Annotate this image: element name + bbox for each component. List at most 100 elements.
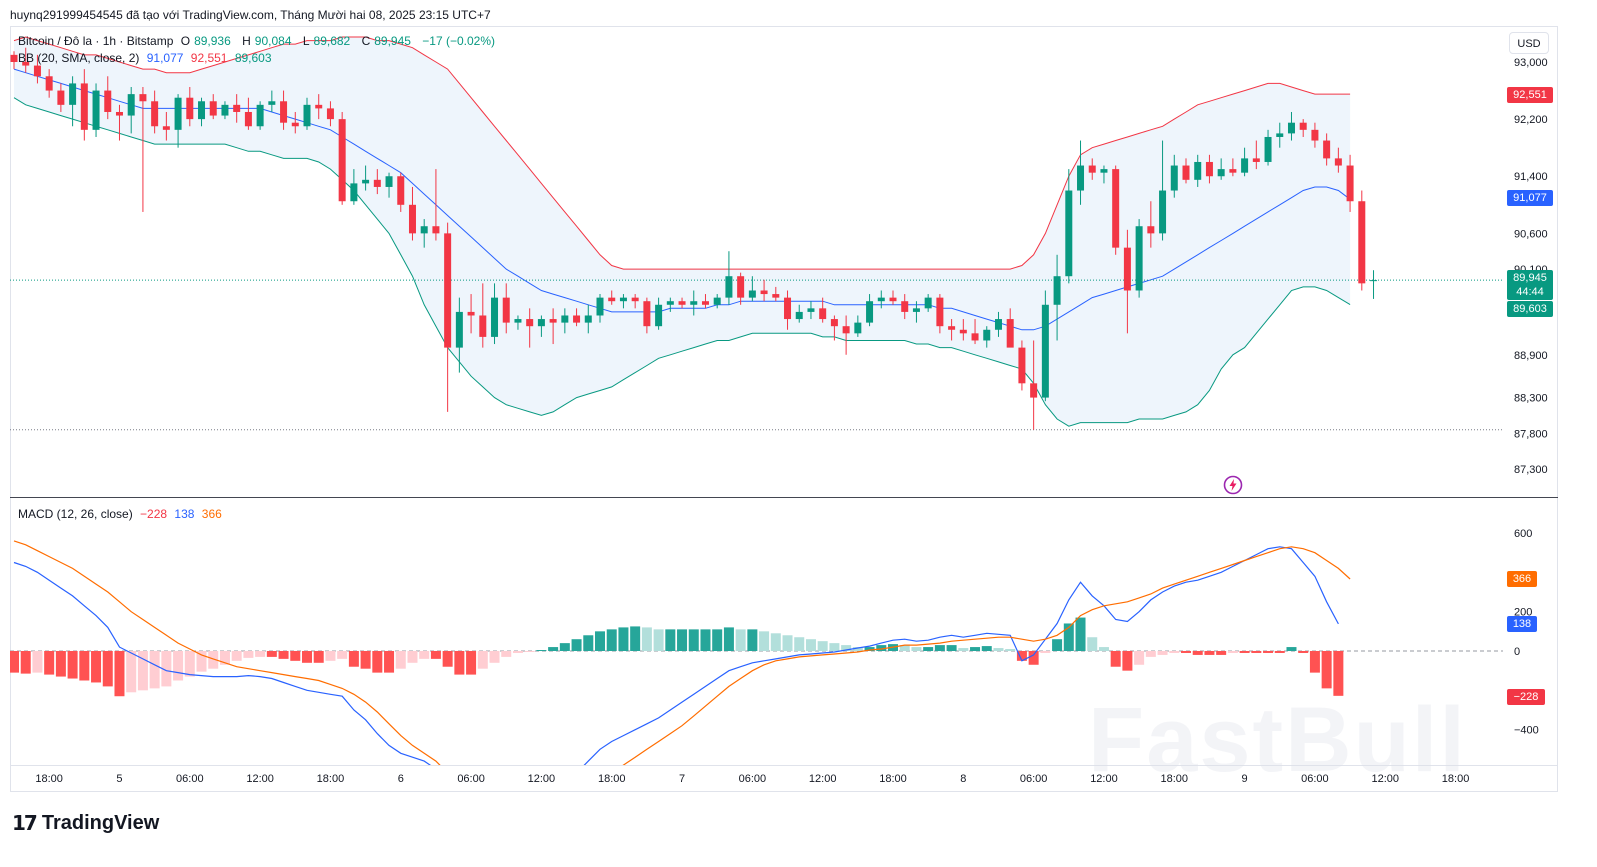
- macd-hist-bar: [536, 650, 547, 652]
- candle-body: [1135, 226, 1143, 291]
- macd-hist-bar: [79, 651, 90, 681]
- macd-hist-bar: [114, 651, 125, 697]
- macd-hist-bar: [841, 645, 852, 651]
- macd-hist-value: −228: [140, 507, 168, 521]
- macd-hist-bar: [126, 651, 137, 693]
- time-tick-label: 12:00: [1090, 773, 1118, 785]
- time-tick-label: 06:00: [457, 773, 485, 785]
- chart-frame[interactable]: [10, 26, 1558, 792]
- lightning-alert-icon[interactable]: [1223, 475, 1243, 495]
- currency-button[interactable]: USD: [1509, 32, 1549, 54]
- candle-body: [725, 276, 733, 298]
- candle-body: [701, 301, 709, 305]
- candle-body: [619, 297, 627, 302]
- candle-body: [338, 119, 346, 202]
- time-tick-label: 06:00: [739, 773, 767, 785]
- candle-body: [1205, 161, 1213, 177]
- candle-body: [385, 176, 393, 187]
- candle-body: [795, 311, 803, 320]
- last-price-badge: 89,945 44:44: [1507, 270, 1553, 300]
- macd-hist-bar: [184, 651, 195, 677]
- candle-body: [444, 233, 452, 348]
- candle-body: [924, 297, 932, 309]
- candle-body: [1252, 158, 1260, 162]
- macd-tick-label: −400: [1514, 725, 1539, 737]
- macd-hist-bar: [759, 631, 770, 651]
- bb-band-fill: [14, 37, 1351, 427]
- macd-hist-bar: [137, 651, 148, 691]
- tradingview-logo[interactable]: 𝟭𝟳 TradingView: [12, 811, 159, 836]
- macd-hist-bar: [852, 647, 863, 651]
- candle-body: [1229, 169, 1237, 173]
- macd-label[interactable]: MACD (12, 26, close): [18, 507, 133, 521]
- candle-body: [971, 333, 979, 341]
- candle-body: [467, 311, 475, 316]
- price-legend: Bitcoin / Đô la · 1h · Bitstamp O 89,936 …: [18, 34, 499, 48]
- candle-body: [104, 90, 112, 112]
- macd-hist-bar: [442, 651, 453, 667]
- candle-body: [690, 301, 698, 305]
- macd-hist-bar: [712, 629, 723, 651]
- macd-hist-bar: [630, 626, 641, 651]
- macd-hist-bar: [923, 647, 934, 651]
- candle-body: [678, 301, 686, 305]
- bb-upper-value: 92,551: [190, 51, 228, 65]
- time-tick-label: 06:00: [176, 773, 204, 785]
- candle-body: [22, 62, 30, 66]
- time-tick-label: 18:00: [1442, 773, 1470, 785]
- candle-body: [737, 276, 745, 298]
- macd-hist-bar: [32, 651, 43, 673]
- countdown-value: 44:44: [1516, 286, 1544, 298]
- macd-hist-bar: [958, 648, 969, 651]
- symbol-label[interactable]: Bitcoin / Đô la · 1h · Bitstamp: [18, 34, 174, 48]
- candle-body: [1194, 161, 1202, 180]
- macd-hist-bar: [805, 639, 816, 651]
- candle-body: [1088, 165, 1096, 173]
- candle-body: [948, 326, 956, 330]
- time-tick-label: 12:00: [809, 773, 837, 785]
- macd-hist-bar: [770, 633, 781, 651]
- candle-body: [514, 319, 522, 323]
- macd-hist-bar: [173, 651, 184, 681]
- macd-hist-bar: [1263, 651, 1274, 653]
- price-tick-label: 87,800: [1514, 428, 1548, 440]
- macd-hist-bar: [606, 629, 617, 651]
- candle-body: [959, 329, 967, 334]
- time-tick-label: 5: [116, 773, 122, 785]
- macd-signal-value: 366: [201, 507, 222, 521]
- time-tick-label: 7: [679, 773, 685, 785]
- candle-body: [233, 104, 241, 112]
- candle-body: [186, 97, 194, 120]
- time-tick-label: 06:00: [1301, 773, 1329, 785]
- candle-body: [92, 90, 100, 130]
- macd-hist-bar: [653, 629, 664, 651]
- candle-body: [901, 301, 909, 312]
- bb-upper-line: [13, 36, 1351, 270]
- price-tick-label: 92,200: [1514, 114, 1548, 126]
- macd-hist-bar: [1204, 651, 1215, 655]
- bb-label[interactable]: BB (20, SMA, close, 2): [18, 51, 140, 65]
- candle-body: [139, 94, 147, 102]
- bb-mid-value: 91,077: [146, 51, 184, 65]
- open-label: O: [180, 34, 191, 48]
- high-value: 90,084: [254, 34, 292, 48]
- macd-hist-bar: [337, 651, 348, 659]
- candle-body: [1264, 136, 1272, 162]
- time-tick-label: 12:00: [528, 773, 556, 785]
- macd-hist-bar: [571, 639, 582, 651]
- macd-hist-bar: [1192, 651, 1203, 655]
- time-tick-label: 18:00: [35, 773, 63, 785]
- candle-body: [819, 308, 827, 320]
- candle-body: [244, 111, 252, 127]
- macd-hist-bar: [419, 651, 430, 659]
- candle-body: [573, 315, 581, 323]
- macd-hist-bar: [1169, 651, 1180, 653]
- candle-body: [866, 301, 874, 323]
- macd-hist-bar: [278, 651, 289, 659]
- time-tick-label: 6: [398, 773, 404, 785]
- price-tick-label: 88,300: [1514, 393, 1548, 405]
- price-tick-label: 87,300: [1514, 464, 1548, 476]
- candle-body: [713, 297, 721, 305]
- candle-body: [842, 326, 850, 334]
